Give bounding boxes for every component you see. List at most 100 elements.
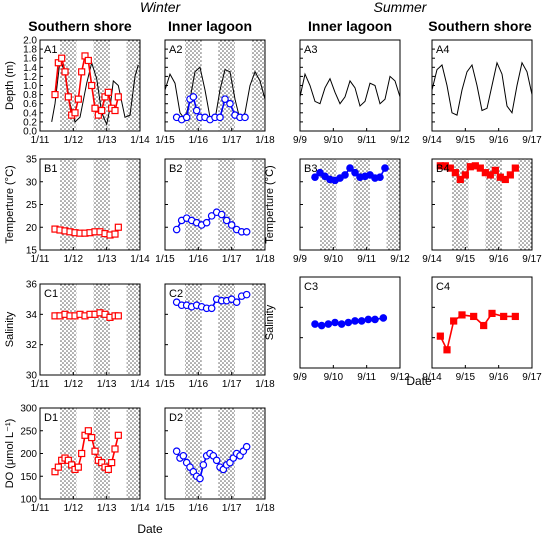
- night-shading: [185, 159, 202, 250]
- night-shading: [93, 159, 110, 250]
- y-tick-label: 1.4: [23, 63, 37, 74]
- data-point: [242, 442, 251, 451]
- night-shading: [452, 159, 469, 250]
- x-tick-label: 9/17: [522, 254, 542, 265]
- data-point: [316, 168, 324, 177]
- x-tick-label: 9/14: [422, 372, 442, 383]
- y-tick-label: 100: [20, 495, 37, 506]
- data-point: [488, 309, 496, 317]
- data-point: [114, 93, 122, 101]
- x-tick-label: 1/17: [222, 135, 242, 146]
- x-tick-label: 1/12: [64, 379, 84, 390]
- night-shading: [126, 408, 140, 499]
- y-tick-label: 1.6: [23, 54, 37, 65]
- data-point: [500, 312, 508, 321]
- data-point: [61, 68, 69, 76]
- data-point: [54, 463, 62, 471]
- night-shading: [386, 159, 400, 250]
- tide-line: [164, 66, 266, 121]
- night-shading: [251, 408, 265, 499]
- x-tick-label: 1/16: [189, 503, 209, 514]
- data-point: [324, 320, 333, 328]
- x-tick-label: 9/15: [456, 135, 476, 146]
- x-tick-label: 9/15: [456, 372, 476, 383]
- panel-label: B1: [44, 163, 57, 175]
- x-axis-label-summer: Date: [406, 374, 432, 388]
- data-point: [189, 93, 198, 101]
- panel-a4: 9/14 9/15 9/16 9/17 A4: [422, 39, 542, 146]
- data-point: [242, 290, 251, 299]
- y-tick-label: 2.0: [23, 36, 37, 47]
- data-point: [346, 164, 354, 172]
- panel-b4: 9/14 9/15 9/16 9/17 B4: [422, 158, 542, 265]
- y-tick-label: 1.0: [23, 81, 37, 92]
- x-tick-label: 1/12: [64, 254, 84, 265]
- data-point: [461, 171, 469, 179]
- tide-line: [299, 72, 401, 107]
- data-point: [486, 171, 494, 179]
- data-point: [111, 445, 119, 453]
- data-point: [84, 56, 92, 65]
- data-point: [341, 171, 349, 179]
- x-tick-label: 9/16: [489, 372, 509, 383]
- panel-label: C3: [304, 281, 318, 293]
- data-point: [88, 433, 96, 442]
- x-tick-label: 9/10: [324, 372, 344, 383]
- data-point: [506, 171, 514, 179]
- y-tick-label: 32: [26, 340, 38, 351]
- x-tick-label: 1/16: [189, 254, 209, 265]
- x-tick-label: 1/15: [155, 254, 175, 265]
- data-point: [51, 90, 59, 99]
- night-shading: [218, 284, 235, 375]
- data-point: [344, 318, 353, 327]
- data-point: [114, 223, 122, 231]
- x-tick-label: 9/12: [390, 372, 410, 383]
- panel-label: A3: [304, 44, 317, 56]
- night-shading: [60, 159, 77, 250]
- y-tick-label: 200: [20, 449, 37, 460]
- panel-c4: 9/14 9/15 9/16 9/17 C4: [422, 276, 542, 383]
- data-point: [58, 54, 66, 62]
- x-tick-label: 1/11: [31, 379, 50, 390]
- x-tick-label: 9/10: [324, 254, 344, 265]
- data-point: [443, 346, 451, 354]
- data-point: [108, 459, 116, 467]
- x-tick-label: 1/18: [255, 135, 275, 146]
- data-point: [351, 317, 359, 325]
- data-point: [364, 315, 373, 324]
- x-tick-label: 1/15: [155, 135, 175, 146]
- y-tick-label: 0.2: [23, 117, 37, 128]
- night-shading: [60, 40, 77, 131]
- y-tick-label: 1.2: [23, 72, 37, 83]
- y-tick-label: 36: [26, 280, 38, 291]
- x-tick-label: 1/11: [31, 135, 50, 146]
- panel-c3: 9/9 9/10 9/11 9/12 C3 Salinity: [264, 276, 410, 383]
- data-point: [71, 109, 79, 117]
- x-axis-label-winter: Date: [137, 522, 163, 536]
- x-tick-label: 1/18: [255, 254, 275, 265]
- data-point: [222, 216, 231, 225]
- y-tick-label: 0.6: [23, 99, 37, 110]
- y-tick-label: 300: [20, 404, 37, 415]
- data-point: [202, 218, 211, 227]
- y-axis-title: DO (μmol L⁻¹): [4, 419, 16, 489]
- x-tick-label: 1/13: [97, 503, 117, 514]
- plot-frame: [39, 283, 141, 376]
- panel-label: B4: [436, 163, 449, 175]
- panel-label: D1: [44, 412, 58, 424]
- x-tick-label: 1/16: [189, 379, 209, 390]
- x-tick-label: 1/13: [97, 379, 117, 390]
- panel-label: D2: [169, 412, 183, 424]
- panel-label: B2: [169, 163, 182, 175]
- data-point: [78, 68, 86, 76]
- y-tick-label: 30: [26, 371, 38, 382]
- data-point: [451, 169, 459, 177]
- plot-frame: [431, 276, 533, 369]
- night-shading: [518, 159, 532, 250]
- x-tick-label: 9/17: [522, 372, 542, 383]
- data-point: [199, 461, 208, 469]
- panel-a2: 1/15 1/16 1/17 1/18 A2: [155, 39, 275, 146]
- y-tick-label: 0.0: [23, 127, 37, 138]
- x-tick-label: 1/17: [222, 379, 242, 390]
- data-point: [476, 164, 484, 172]
